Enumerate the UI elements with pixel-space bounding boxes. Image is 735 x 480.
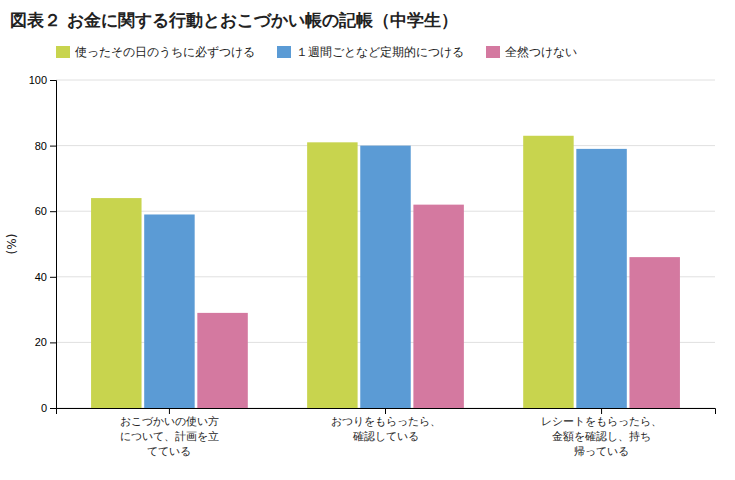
y-tick-mark	[50, 342, 56, 343]
x-tick-mark	[169, 408, 170, 414]
y-tick: 60	[35, 205, 56, 217]
y-tick-label: 100	[29, 74, 47, 86]
y-tick-label: 40	[35, 271, 47, 283]
bar	[360, 146, 410, 408]
y-tick: 40	[35, 271, 56, 283]
bar	[144, 214, 194, 408]
y-tick-mark	[50, 408, 56, 409]
x-axis: おこづかいの使い方について、計画を立てている おつりをもらったら、確認している レシ…	[57, 408, 716, 457]
bar	[523, 136, 573, 408]
legend-swatch	[486, 46, 500, 58]
x-tick-mark	[385, 408, 386, 414]
x-tick-mark	[601, 408, 602, 414]
bars	[91, 136, 680, 408]
x-tick-label: おつりをもらったら、確認している	[331, 415, 441, 442]
y-tick: 80	[35, 140, 56, 152]
legend-item: １週間ごとなど定期的につける	[277, 45, 464, 59]
x-tick-label-line: レシートをもらったら、	[541, 415, 662, 427]
plot: 0 20 40 60 80 100 おこづかいの使い方について、計画を立てている おつりをもら…	[29, 74, 716, 456]
x-tick: レシートをもらったら、金額を確認し、持ち帰っている	[541, 408, 662, 457]
y-tick: 100	[29, 74, 56, 86]
bar-series	[144, 146, 627, 408]
y-tick-mark	[50, 80, 56, 81]
bar	[413, 205, 463, 408]
bar	[197, 313, 247, 408]
bar	[629, 257, 679, 408]
bar-series	[197, 205, 680, 408]
x-tick-label: おこづかいの使い方について、計画を立てている	[120, 415, 219, 457]
x-tick: おこづかいの使い方について、計画を立てている	[120, 408, 219, 457]
y-axis-line	[50, 81, 57, 409]
y-tick-label: 80	[35, 140, 47, 152]
x-tick-label: レシートをもらったら、金額を確認し、持ち帰っている	[541, 415, 662, 457]
legend-swatch	[56, 46, 70, 58]
y-tick-label: 20	[35, 336, 47, 348]
y-tick-label: 60	[35, 205, 47, 217]
y-tick-mark	[50, 277, 56, 278]
bar-series	[91, 136, 574, 408]
legend-label: １週間ごとなど定期的につける	[296, 45, 464, 59]
x-tick-label-line: おこづかいの使い方	[120, 415, 219, 427]
bar	[91, 198, 141, 408]
legend: 使ったその日のうちに必ずつける １週間ごとなど定期的につける 全然つけない	[56, 45, 577, 59]
y-axis-title: (%)	[5, 234, 19, 255]
y-tick-mark	[50, 146, 56, 147]
x-tick-label-line: 金額を確認し、持ち	[552, 430, 651, 442]
y-axis: 0 20 40 60 80 100	[29, 74, 57, 414]
legend-item: 使ったその日のうちに必ずつける	[56, 45, 255, 59]
y-tick-label: 0	[41, 402, 47, 414]
y-tick-mark	[50, 211, 56, 212]
x-tick-label-line: について、計画を立	[120, 430, 219, 442]
legend-swatch	[277, 46, 291, 58]
x-tick-label-line: てている	[147, 445, 191, 457]
x-tick-label-line: 確認している	[352, 430, 419, 442]
bar	[307, 142, 357, 408]
y-tick: 0	[41, 402, 56, 414]
legend-label: 使ったその日のうちに必ずつける	[75, 45, 255, 59]
x-tick-label-line: おつりをもらったら、	[331, 415, 441, 427]
bar	[576, 149, 626, 408]
y-tick: 20	[35, 336, 56, 348]
legend-label: 全然つけない	[505, 45, 577, 59]
x-tick-label-line: 帰っている	[574, 445, 629, 457]
x-axis-line	[57, 409, 716, 415]
x-tick: おつりをもらったら、確認している	[331, 408, 441, 442]
title: 図表２ お金に関する行動とおこづかい帳の記帳（中学生）	[10, 10, 458, 30]
chart: 図表２ お金に関する行動とおこづかい帳の記帳（中学生） 0 20 40 60 80 100 お…	[0, 0, 735, 480]
grid-line	[56, 80, 715, 81]
legend-item: 全然つけない	[486, 45, 577, 59]
grid	[56, 80, 715, 408]
